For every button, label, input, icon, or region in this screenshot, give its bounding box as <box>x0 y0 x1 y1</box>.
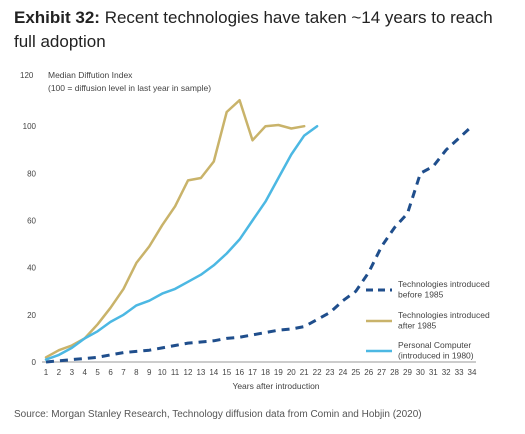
x-tick-label: 8 <box>134 368 139 377</box>
x-tick-label: 33 <box>455 368 464 377</box>
x-tick-label: 21 <box>300 368 309 377</box>
x-tick-label: 9 <box>147 368 152 377</box>
legend-label-3: (introduced in 1980) <box>398 351 474 361</box>
x-tick-label: 3 <box>70 368 75 377</box>
x-tick-label: 11 <box>171 368 180 377</box>
x-tick-label: 30 <box>416 368 425 377</box>
x-tick-label: 34 <box>468 368 477 377</box>
x-tick-label: 22 <box>313 368 322 377</box>
y-axis-sublabel: (100 = diffusion level in last year in s… <box>48 83 211 93</box>
x-tick-label: 14 <box>209 368 218 377</box>
x-tick-label: 31 <box>429 368 438 377</box>
x-tick-label: 20 <box>287 368 296 377</box>
chart-title: Exhibit 32: Recent technologies have tak… <box>14 6 519 54</box>
x-axis-label: Years after introduction <box>232 381 319 391</box>
x-tick-label: 28 <box>390 368 399 377</box>
legend-label-1: Technologies introduced <box>398 279 490 289</box>
x-tick-label: 25 <box>351 368 360 377</box>
series-line-3 <box>44 124 319 361</box>
exhibit-label: Exhibit 32: <box>14 8 100 27</box>
legend-label-1: before 1985 <box>398 290 444 300</box>
x-tick-label: 26 <box>364 368 373 377</box>
x-tick-label: 17 <box>248 368 257 377</box>
y-tick-label: 0 <box>32 358 37 367</box>
x-tick-label: 23 <box>326 368 335 377</box>
x-tick-label: 5 <box>95 368 100 377</box>
x-tick-label: 7 <box>121 368 126 377</box>
x-tick-label: 6 <box>108 368 113 377</box>
y-tick-label: 120 <box>20 71 34 80</box>
source-note: Source: Morgan Stanley Research, Technol… <box>14 409 422 420</box>
y-tick-label: 40 <box>27 264 36 273</box>
y-tick-label: 20 <box>27 311 36 320</box>
x-tick-label: 13 <box>196 368 205 377</box>
legend-label-2: Technologies introduced <box>398 310 490 320</box>
x-tick-label: 18 <box>261 368 270 377</box>
x-tick-label: 32 <box>442 368 451 377</box>
series-line-2 <box>44 98 306 359</box>
x-tick-label: 19 <box>274 368 283 377</box>
y-tick-label: 100 <box>23 122 37 131</box>
x-tick-label: 2 <box>57 368 62 377</box>
y-tick-label: 80 <box>27 169 36 178</box>
x-tick-label: 27 <box>377 368 386 377</box>
y-tick-label: 60 <box>27 217 36 226</box>
x-tick-label: 29 <box>403 368 412 377</box>
y-axis-label: Median Diffution Index <box>48 70 133 80</box>
x-tick-label: 10 <box>158 368 167 377</box>
x-tick-label: 12 <box>184 368 193 377</box>
x-tick-label: 15 <box>222 368 231 377</box>
x-tick-label: 16 <box>235 368 244 377</box>
legend-label-2: after 1985 <box>398 321 437 331</box>
x-tick-label: 24 <box>338 368 347 377</box>
x-tick-label: 1 <box>44 368 49 377</box>
exhibit-title: Recent technologies have taken ~14 years… <box>14 8 493 51</box>
legend-label-3: Personal Computer <box>398 340 471 350</box>
series-line-1 <box>45 125 474 364</box>
x-tick-label: 4 <box>83 368 88 377</box>
